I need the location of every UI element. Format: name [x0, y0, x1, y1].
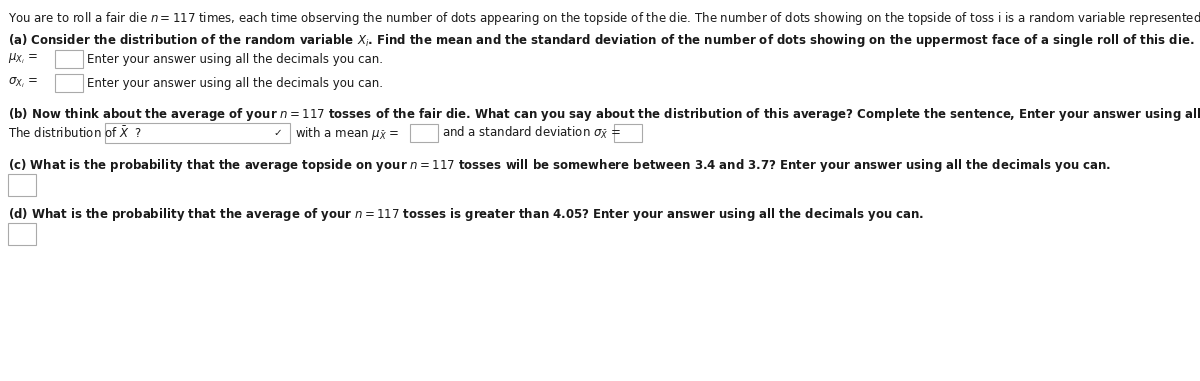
Text: and a standard deviation $\sigma_{\bar{X}}$ =: and a standard deviation $\sigma_{\bar{X… [442, 125, 620, 141]
Text: Enter your answer using all the decimals you can.: Enter your answer using all the decimals… [88, 77, 383, 90]
Text: (b) Now think about the average of your $n = 117$ tosses of the fair die. What c: (b) Now think about the average of your … [8, 106, 1200, 123]
Bar [106, 123, 290, 143]
Text: The distribution of $\bar{X}$  ?: The distribution of $\bar{X}$ ? [8, 125, 143, 141]
Bar [8, 223, 36, 245]
Bar [410, 124, 438, 142]
Text: You are to roll a fair die $n = 117$ times, each time observing the number of do: You are to roll a fair die $n = 117$ tim… [8, 10, 1200, 27]
Bar [614, 124, 642, 142]
Bar [8, 174, 36, 196]
Text: (a) Consider the distribution of the random variable $X_i$. Find the mean and th: (a) Consider the distribution of the ran… [8, 32, 1194, 49]
Text: $\mu_{X_i}$ =: $\mu_{X_i}$ = [8, 52, 38, 66]
Text: with a mean $\mu_{\bar{X}}$ =: with a mean $\mu_{\bar{X}}$ = [295, 125, 400, 141]
Text: ✓: ✓ [274, 128, 282, 138]
Bar [55, 74, 83, 92]
Bar [55, 50, 83, 68]
Text: Enter your answer using all the decimals you can.: Enter your answer using all the decimals… [88, 53, 383, 66]
Text: (d) What is the probability that the average of your $n = 117$ tosses is greater: (d) What is the probability that the ave… [8, 206, 924, 223]
Text: $\sigma_{X_i}$ =: $\sigma_{X_i}$ = [8, 76, 37, 90]
Text: (c) What is the probability that the average topside on your $n = 117$ tosses wi: (c) What is the probability that the ave… [8, 157, 1111, 174]
